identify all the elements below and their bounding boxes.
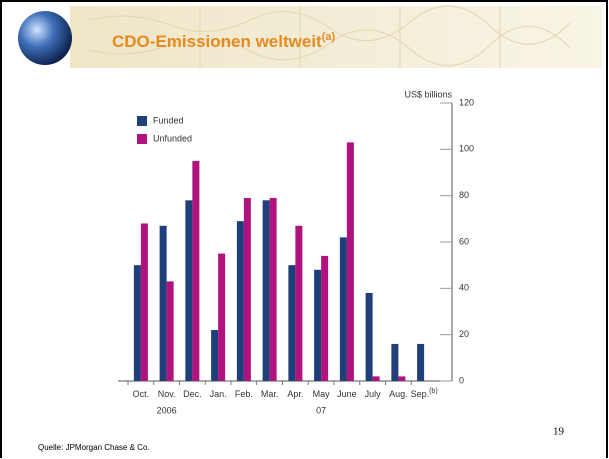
x-tick-sup: (b) <box>429 388 438 395</box>
y-tick-label: 20 <box>459 329 469 339</box>
x-tick-text: June <box>337 389 357 399</box>
bar <box>295 225 303 381</box>
source: Quelle: JPMorgan Chase & Co. <box>38 443 150 452</box>
x-tick-text: Mar. <box>261 389 279 399</box>
bar <box>417 343 425 381</box>
header-banner <box>70 6 602 68</box>
bar <box>166 281 174 381</box>
bar <box>314 269 322 381</box>
x-tick-text: July <box>365 389 382 399</box>
title-text: CDO-Emissionen weltweit <box>112 32 322 51</box>
bar <box>192 160 200 381</box>
legend-label: Funded <box>153 115 184 125</box>
x-tick-text: Jan. <box>210 389 227 399</box>
y-tick-label: 40 <box>459 283 469 293</box>
x-tick-label: Dec. <box>183 389 202 399</box>
title-sup: (a) <box>322 31 336 43</box>
bar <box>346 142 354 381</box>
y-tick-label: 120 <box>459 97 474 107</box>
bar <box>159 225 167 381</box>
slide-title: CDO-Emissionen weltweit(a) <box>112 31 335 52</box>
x-tick-label: May <box>313 389 331 399</box>
bar <box>236 221 244 381</box>
bar <box>185 200 193 381</box>
x-tick-text: Oct. <box>133 389 150 399</box>
page-number: 19 <box>553 426 565 438</box>
bar <box>339 237 347 381</box>
bar <box>372 376 380 381</box>
banner-pattern <box>89 5 571 68</box>
legend-swatch <box>137 134 147 144</box>
bar <box>133 265 141 381</box>
y-tick-label: 80 <box>459 190 469 200</box>
bar <box>321 255 329 381</box>
x-tick-label: Sep.(b) <box>411 388 438 400</box>
bar <box>288 265 296 381</box>
x-tick-label: July <box>365 389 382 399</box>
x-tick-label: Feb. <box>235 389 253 399</box>
globe-icon <box>18 11 72 65</box>
bar <box>262 200 270 381</box>
x-tick-text: Feb. <box>235 389 253 399</box>
x-tick-text: May <box>313 389 331 399</box>
x-tick-label: Oct. <box>133 389 150 399</box>
x-tick-label: Apr. <box>287 389 303 399</box>
y-tick-label: 60 <box>459 236 469 246</box>
x-tick-text: Sep. <box>411 389 430 399</box>
x-tick-label: Jan. <box>210 389 227 399</box>
legend-label: Unfunded <box>153 133 192 143</box>
year-label: 2006 <box>157 405 177 415</box>
bar <box>211 330 219 381</box>
bar <box>140 223 148 381</box>
year-label: 07 <box>316 405 326 415</box>
unit-label: US$ billions <box>404 89 452 99</box>
bar <box>269 197 277 381</box>
bar <box>365 292 373 381</box>
x-tick-label: Aug. <box>389 389 408 399</box>
x-tick-text: Dec. <box>183 389 202 399</box>
bar <box>218 253 226 381</box>
legend-swatch <box>137 116 147 126</box>
x-tick-label: Nov. <box>158 389 176 399</box>
x-tick-label: June <box>337 389 357 399</box>
x-tick-text: Apr. <box>287 389 303 399</box>
bar <box>243 197 251 381</box>
y-tick-label: 0 <box>459 375 464 385</box>
x-tick-text: Aug. <box>389 389 408 399</box>
y-tick-label: 100 <box>459 144 474 154</box>
x-tick-label: Mar. <box>261 389 279 399</box>
x-tick-text: Nov. <box>158 389 176 399</box>
bar <box>391 343 399 381</box>
bar <box>398 376 406 381</box>
